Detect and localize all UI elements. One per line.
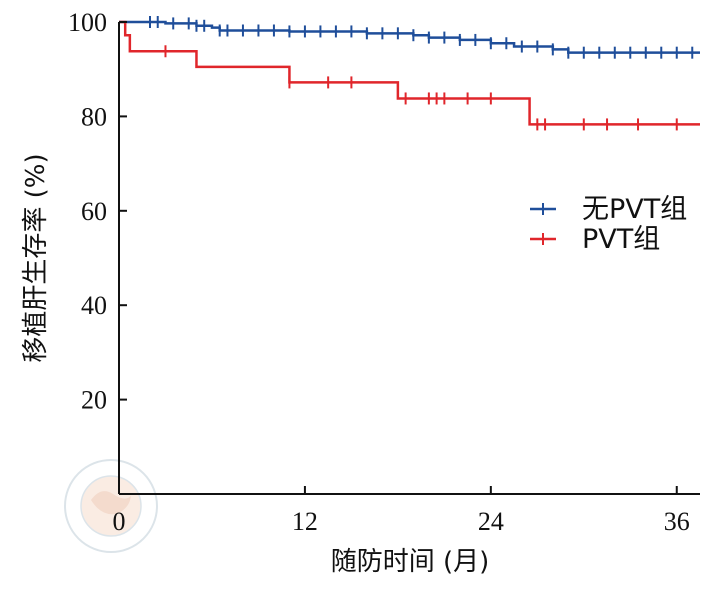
x-tick-label: 36 — [664, 507, 690, 536]
survival-curve — [119, 20, 700, 54]
y-axis-title: 移植肝生存率 (%) — [21, 153, 51, 362]
legend-label: 无PVT组 — [582, 194, 687, 225]
y-tick-label: 100 — [68, 8, 107, 37]
x-tick-label: 12 — [292, 507, 318, 536]
y-tick-label: 80 — [81, 102, 107, 131]
chinese-medical-association-seal — [64, 459, 158, 553]
legend-label: PVT组 — [582, 224, 660, 255]
x-axis-title: 随防时间 (月) — [331, 547, 490, 577]
y-axis-ticks: 20 40 60 80 100 — [68, 8, 127, 415]
y-tick-label: 60 — [81, 197, 107, 226]
survival-curve — [119, 20, 700, 126]
legend-item: PVT组 — [530, 224, 660, 255]
series-no-pvt — [119, 16, 700, 59]
y-tick-label: 40 — [81, 291, 107, 320]
x-axis-ticks: 0 12 24 36 — [113, 486, 690, 536]
y-tick-label: 20 — [81, 386, 107, 415]
series-pvt — [119, 20, 700, 131]
x-tick-label: 24 — [478, 507, 504, 536]
x-tick-label: 0 — [113, 507, 126, 536]
plot-area — [119, 16, 700, 131]
legend-item: 无PVT组 — [530, 194, 687, 225]
